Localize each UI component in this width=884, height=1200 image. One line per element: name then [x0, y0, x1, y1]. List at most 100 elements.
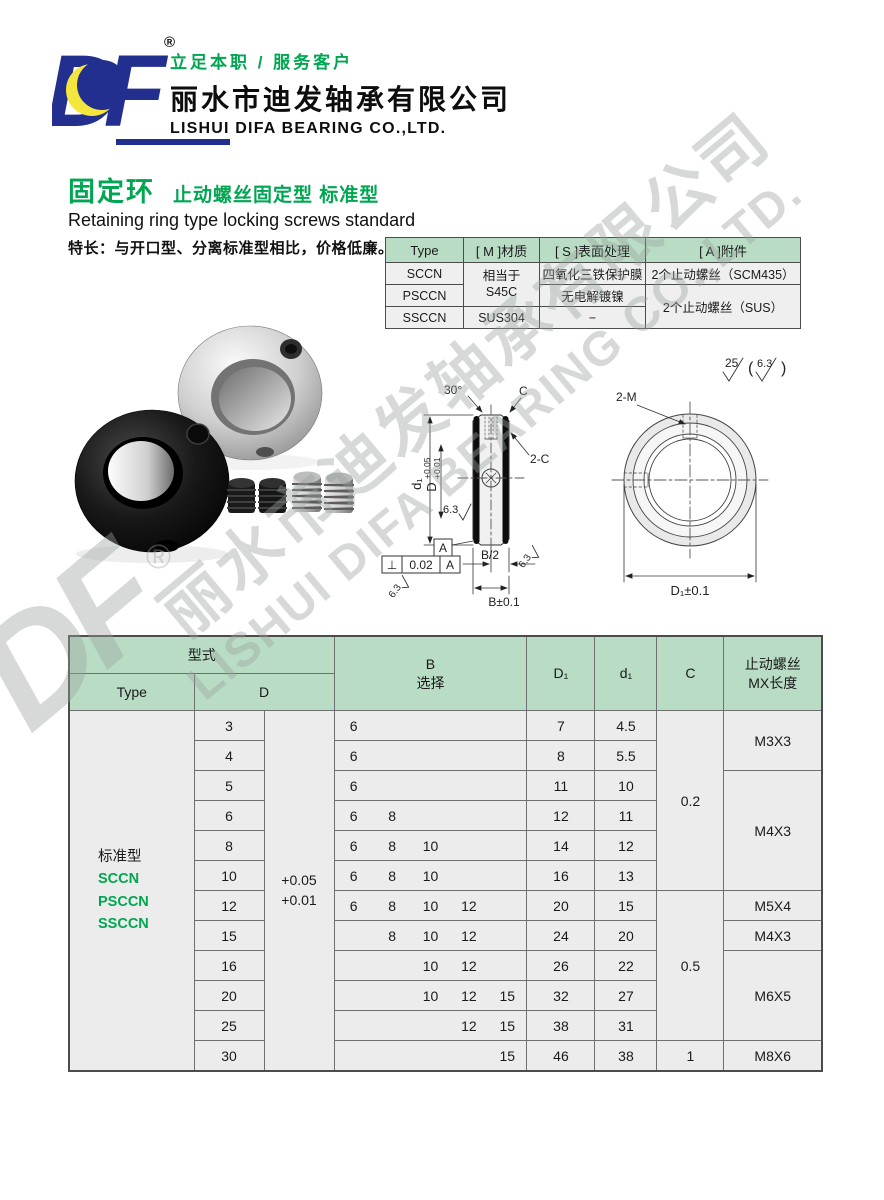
table-header-row-2: Type D: [68, 673, 822, 711]
b-slot-4: 15: [499, 987, 516, 1004]
b-slot-2: 10: [422, 987, 439, 1004]
b-slot-1: [373, 748, 411, 764]
d-tolerance-cell: +0.05 +0.01: [263, 710, 335, 1072]
b-options: 10 12 15: [335, 987, 526, 1004]
d1-cell: 8: [526, 740, 596, 771]
d-value-cell: 5: [193, 770, 265, 801]
company-slogan: 立足本职 / 服务客户: [170, 53, 354, 72]
dim-label-2c: 2-C: [530, 452, 550, 466]
d1-cell: 12: [526, 800, 596, 831]
b-options: 15: [335, 1048, 526, 1064]
d1-cell: 11: [526, 770, 596, 801]
header-model: 型式: [68, 635, 335, 674]
tolerance-line-1: +0.01: [281, 891, 317, 908]
b-slot-3: 12: [461, 957, 477, 974]
dimension-row-d5: 5 6 11 10 M4X3: [69, 770, 823, 891]
d1-cell: 16: [526, 860, 596, 891]
screw-cell: M6X5: [723, 950, 823, 1041]
d-value-cell: 4: [193, 740, 265, 771]
b-options-cell: 6: [333, 770, 528, 801]
spec-header-material: [ M ]材质: [463, 237, 540, 263]
perpendicularity-symbol: ⊥: [387, 558, 397, 572]
b-slot-4: [488, 718, 526, 734]
d1-cell: 38: [526, 1010, 596, 1041]
page-title: 固定环: [68, 177, 155, 207]
b-slot-3: [450, 1048, 488, 1064]
page-title-english: Retaining ring type locking screws stand…: [68, 210, 416, 230]
spec-material-s45c: 相当于 S45C: [463, 262, 540, 307]
dimension-row-d30: 30 15 46 38 1 M8X6: [69, 1040, 823, 1072]
b-slot-0: 6: [349, 837, 358, 854]
screw-cell: M4X3: [723, 920, 823, 951]
c-cell: 0.2: [656, 710, 725, 891]
d1-small-cell: 38: [594, 1040, 658, 1072]
type-model-sccn: SCCN: [98, 871, 140, 888]
dimension-row-d16: 16 10 12 26 22 M6X5: [69, 950, 823, 1041]
d-value-cell: 12: [193, 890, 265, 921]
spec-type-sccn: SCCN: [385, 262, 464, 285]
header-d1-small: d₁: [594, 635, 658, 711]
header-text: 立足本职 / 服务客户 丽水市迪发轴承有限公司 LISHUI DIFA BEAR…: [170, 48, 730, 138]
b-options: 8 10 12: [335, 928, 526, 944]
set-screws-photo: [227, 471, 354, 513]
material-line1: 相当于: [482, 268, 521, 283]
d-value-cell: 15: [193, 920, 265, 951]
d1-cell: 32: [526, 980, 596, 1011]
dim-label-d-tol-top: +0.05: [422, 457, 432, 479]
b-options-cell: 10 12: [333, 950, 528, 981]
b-slot-1: 8: [388, 867, 396, 884]
b-options-cell: 10 12 15: [333, 980, 528, 1011]
b-slot-3: [450, 808, 488, 824]
tolerance-line-0: +0.05: [281, 871, 317, 888]
spec-header-row: Type [ M ]材质 [ S ]表面处理 [ A ]附件: [385, 237, 801, 263]
roughness-63-right: 6.3: [517, 545, 540, 570]
black-collar-photo: [74, 409, 230, 553]
d1-cell: 14: [526, 830, 596, 861]
spec-header-type: Type: [385, 237, 464, 263]
feature-control-frame: ⊥ 0.02 A: [381, 555, 461, 574]
front-view: 2-M D₁±0.1: [611, 390, 769, 598]
d1-small-cell: 12: [594, 830, 658, 861]
d-value-cell: 3: [193, 710, 265, 741]
header-b: B 选择: [333, 635, 528, 711]
b-options: 6 8 10 12: [335, 897, 526, 914]
logo-crescent-cut: [77, 60, 127, 110]
b-slot-4: [488, 868, 526, 884]
b-slot-3: [450, 718, 488, 734]
dimension-row-d3: 标准型 SCCN PSCCN SSCCN 3 +0.05 +0.01 6 7 4.5 0.2 M3X3: [68, 710, 823, 1072]
d-value-cell: 20: [193, 980, 265, 1011]
dim-b-tol: B±0.1: [472, 547, 520, 609]
dimension-row-d4: 4 6 8 5.5: [69, 740, 822, 771]
d-value-cell: 30: [193, 1040, 265, 1072]
dim-d-bore: D +0.05 +0.01: [422, 444, 444, 519]
d1-small-cell: 13: [594, 860, 658, 891]
d1-cell: 26: [526, 950, 596, 981]
b-slot-0: 6: [349, 897, 358, 914]
b-slot-3: [450, 868, 488, 884]
spec-accessory-sccn: 2个止动螺丝（SCM435）: [645, 262, 801, 285]
b-slot-0: [335, 1048, 373, 1064]
b-slot-2: 10: [422, 867, 439, 884]
b-slot-0: [335, 958, 373, 974]
screw-cell: M8X6: [723, 1040, 823, 1072]
spec-table: Type [ M ]材质 [ S ]表面处理 [ A ]附件 SCCN 相当于 …: [385, 237, 801, 329]
spec-accessory-sus: 2个止动螺丝（SUS）: [645, 284, 801, 329]
b-options: 6 8 10: [335, 837, 526, 854]
d1-cell: 24: [526, 920, 596, 951]
d1-cell: 46: [526, 1040, 596, 1072]
d1-small-cell: 4.5: [594, 710, 658, 741]
spec-row-psccn: PSCCN 无电解镀镍 2个止动螺丝（SUS）: [385, 284, 801, 329]
paren-open: (: [748, 360, 754, 377]
b-slot-2: [411, 808, 449, 824]
screw-cell: M5X4: [723, 890, 823, 921]
b-options-cell: 6 8 10: [333, 830, 528, 861]
datum-a-text: A: [439, 541, 447, 555]
dim-label-c: C: [519, 384, 528, 398]
dimension-row-d10: 10 6 8 10 16 13: [69, 860, 822, 891]
datum-a: A: [433, 538, 474, 557]
dim-label-d-cap: D: [424, 482, 439, 491]
header-c: C: [656, 635, 725, 711]
set-screw-black-2: [258, 478, 287, 513]
header-d: D: [193, 673, 335, 711]
